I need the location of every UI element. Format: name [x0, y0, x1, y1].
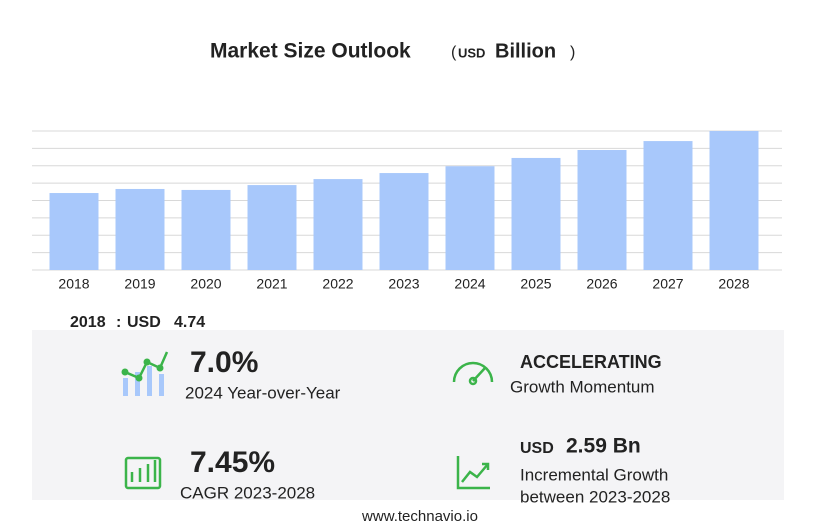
incremental-icon: [456, 456, 490, 490]
x-tick-label: 2022: [322, 276, 353, 292]
bar: [379, 173, 429, 270]
bar: [445, 166, 495, 270]
bar: [577, 149, 627, 270]
base-year: 2018: [70, 314, 106, 331]
bar: [643, 141, 693, 270]
x-tick-label: 2028: [718, 276, 749, 292]
base-value: 4.74: [174, 314, 205, 331]
yoy-icon: [121, 351, 169, 396]
x-tick-label: 2026: [586, 276, 617, 292]
separator: :: [116, 314, 121, 331]
paren: ): [570, 44, 575, 61]
x-tick-label: 2018: [58, 276, 89, 292]
bar: [313, 179, 363, 270]
bars: 2018 2019 2020 2021 2022 2023 2024 2025 2026 2027…: [49, 131, 759, 292]
bar: [49, 193, 99, 270]
unit-currency: USD: [458, 45, 485, 60]
x-tick-label: 2020: [190, 276, 221, 292]
footer: www.technavio.io: [361, 508, 478, 525]
momentum-value: ACCELERATING: [520, 352, 662, 372]
chart-title: Market Size Outlook: [210, 40, 411, 63]
momentum-label: Growth Momentum: [510, 377, 655, 396]
x-tick-label: 2019: [124, 276, 155, 292]
base-currency: USD: [127, 314, 161, 331]
stats-panel: [32, 330, 784, 500]
bar: [709, 131, 759, 270]
bar: [181, 189, 231, 270]
x-tick-label: 2025: [520, 276, 551, 292]
momentum-icon: [452, 361, 494, 386]
x-tick-label: 2023: [388, 276, 419, 292]
x-tick-label: 2021: [256, 276, 287, 292]
bar: [511, 157, 561, 270]
bar: [115, 188, 165, 270]
yoy-value: 7.0%: [190, 346, 258, 379]
bar: [247, 185, 297, 270]
unit-scale: Billion: [495, 40, 556, 62]
x-tick-label: 2024: [454, 276, 485, 292]
x-tick-label: 2027: [652, 276, 683, 292]
paren: (: [451, 44, 457, 61]
yoy-label: 2024 Year-over-Year: [185, 383, 341, 402]
incremental-label: Incremental Growth: [520, 465, 668, 484]
cagr-label: CAGR 2023-2028: [180, 483, 315, 502]
cagr-icon: [124, 456, 162, 490]
incremental-currency: USD: [520, 440, 554, 457]
cagr-value: 7.45%: [190, 446, 275, 479]
incremental-label: between 2023-2028: [520, 487, 670, 506]
incremental-value: 2.59 Bn: [566, 435, 641, 458]
